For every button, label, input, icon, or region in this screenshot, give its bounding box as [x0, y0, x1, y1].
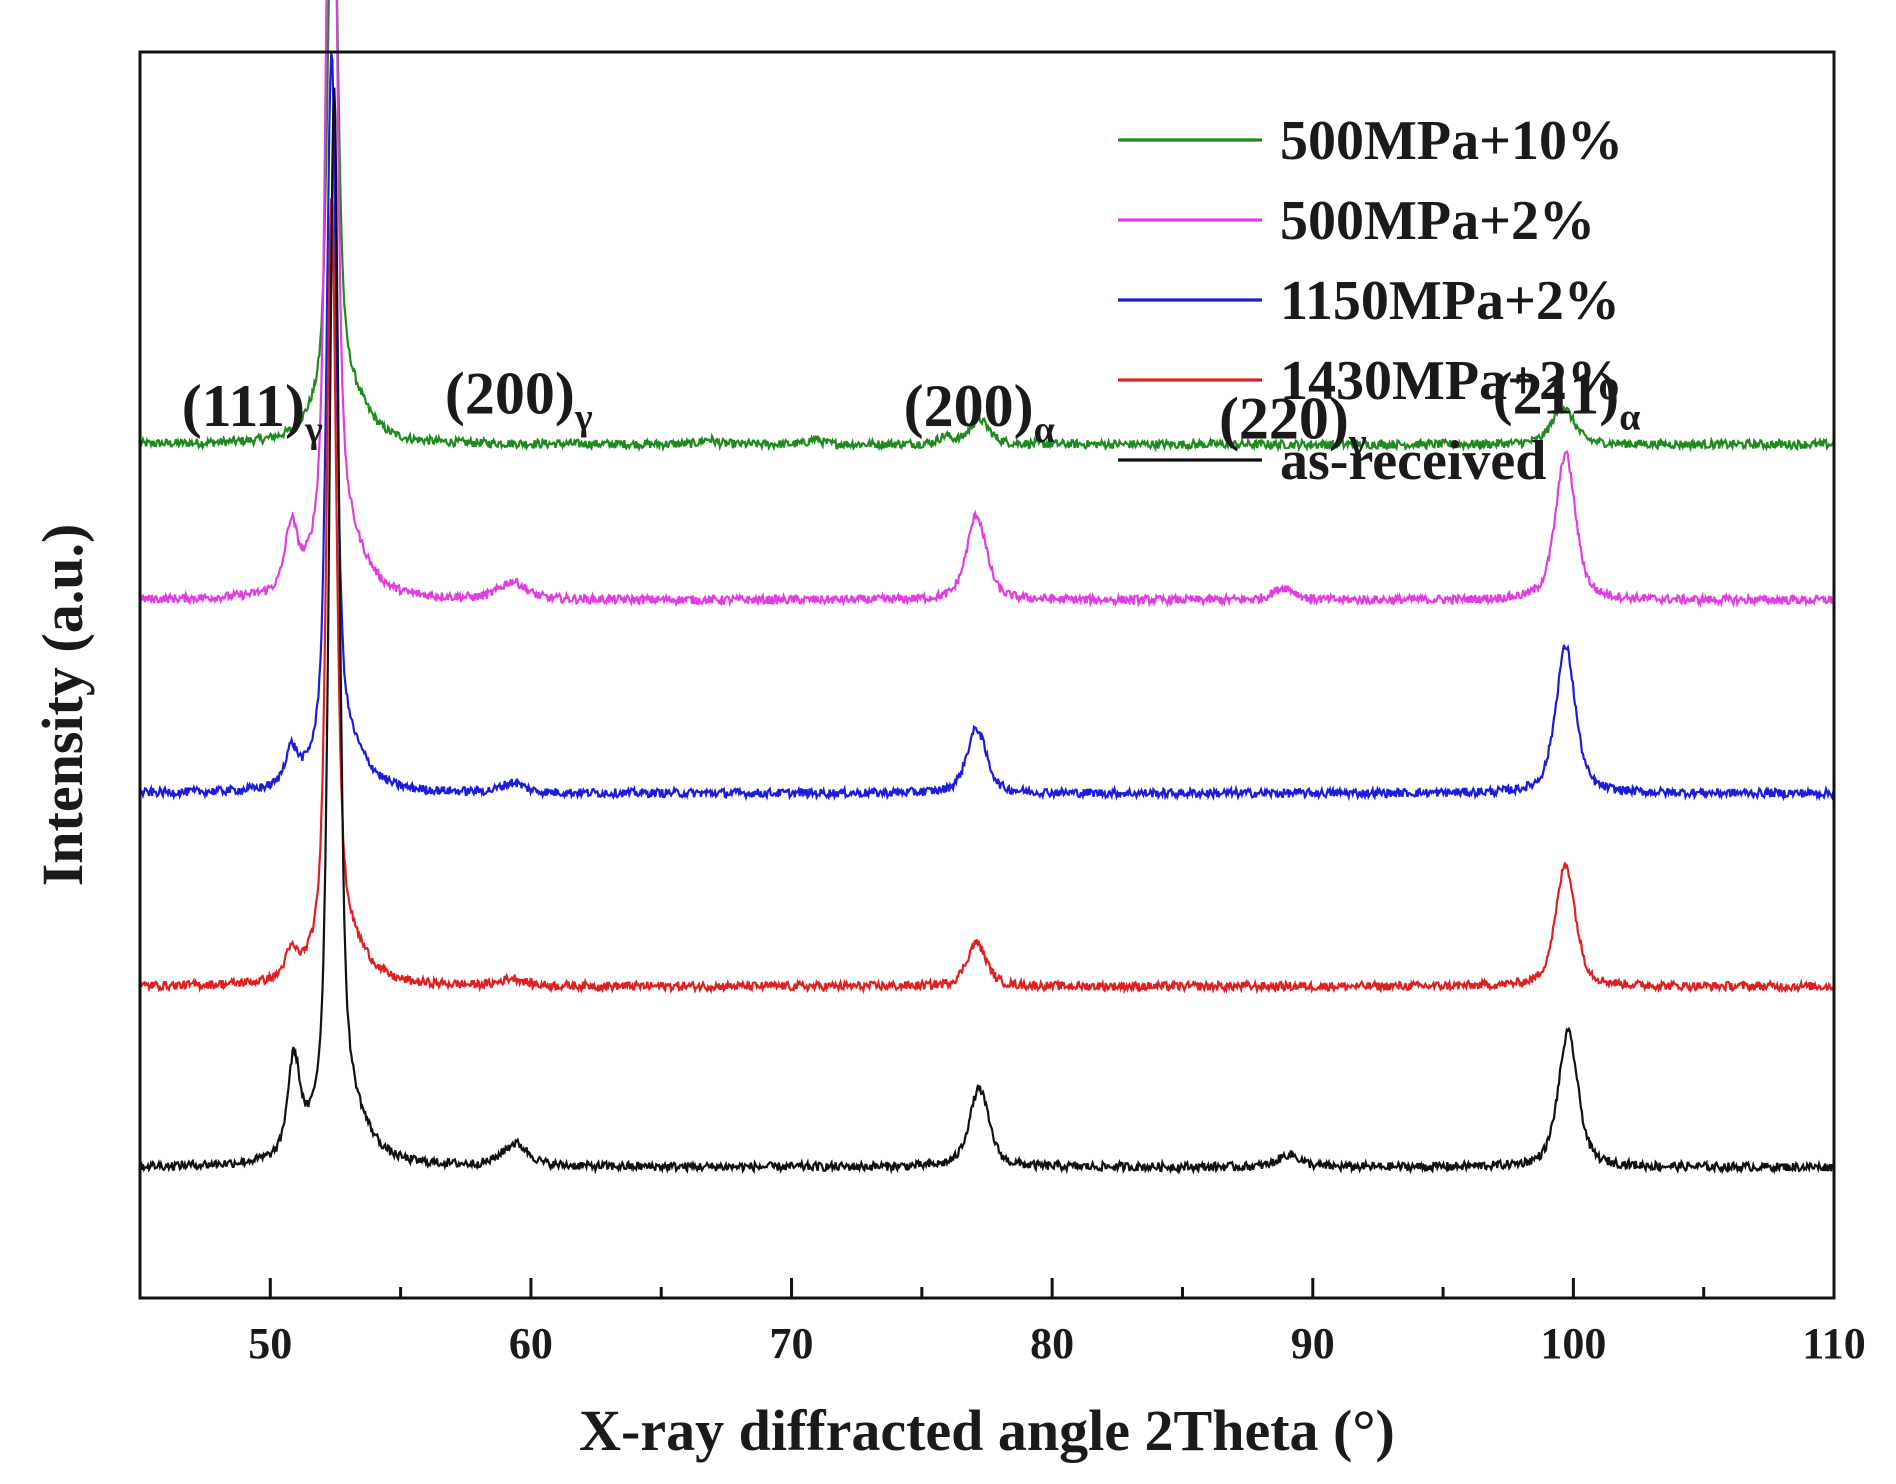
plot-frame [138, 50, 1836, 1300]
legend-label: 1430MPa+2% [1280, 350, 1623, 412]
x-tick-label: 50 [248, 1319, 292, 1368]
legend: 500MPa+10% 500MPa+2% 1150MPa+2% 1430MPa+2% a… [1118, 110, 1623, 492]
peak-label: (211)α [1493, 360, 1641, 438]
x-tick-label: 60 [509, 1319, 553, 1368]
peak-label: (111)γ [182, 373, 323, 451]
y-axis-title: Intensity (a.u.) [30, 524, 95, 887]
x-tick-label: 80 [1030, 1319, 1074, 1368]
series-line-4 [138, 87, 1835, 1176]
series-line-2 [140, 53, 1835, 802]
x-tick-label: 90 [1291, 1319, 1335, 1368]
x-tick-label: 70 [770, 1319, 814, 1368]
legend-label: 500MPa+2% [1280, 190, 1595, 252]
x-tick-label: 100 [1540, 1319, 1606, 1368]
x-axis-title: X-ray diffracted angle 2Theta (°) [579, 1398, 1395, 1463]
peak-label: (200)γ [445, 360, 593, 438]
peak-label-phase: α [1619, 396, 1640, 438]
peak-label-phase: γ [574, 396, 593, 438]
peak-label: (200)α [904, 373, 1055, 451]
peak-label-phase: α [1034, 409, 1055, 451]
x-tick-label: 110 [1802, 1319, 1866, 1368]
legend-label: as-received [1280, 430, 1546, 492]
x-axis-ticks: 50 60 70 80 90 100 110 [138, 1278, 1866, 1368]
legend-label: 500MPa+10% [1280, 110, 1623, 172]
peak-label-phase: γ [304, 409, 323, 451]
series-layer [138, 0, 1836, 1176]
series-line-0 [138, 0, 1836, 453]
series-line-3 [138, 198, 1835, 995]
peak-label: (220)γ [1219, 385, 1367, 463]
peak-label-phase: γ [1348, 421, 1367, 463]
peak-annotations: (111)γ(110)α(200)γ(200)α(220)γ(211)α [182, 360, 1641, 463]
series-line-1 [138, 0, 1835, 609]
legend-label: 1150MPa+2% [1280, 270, 1620, 332]
